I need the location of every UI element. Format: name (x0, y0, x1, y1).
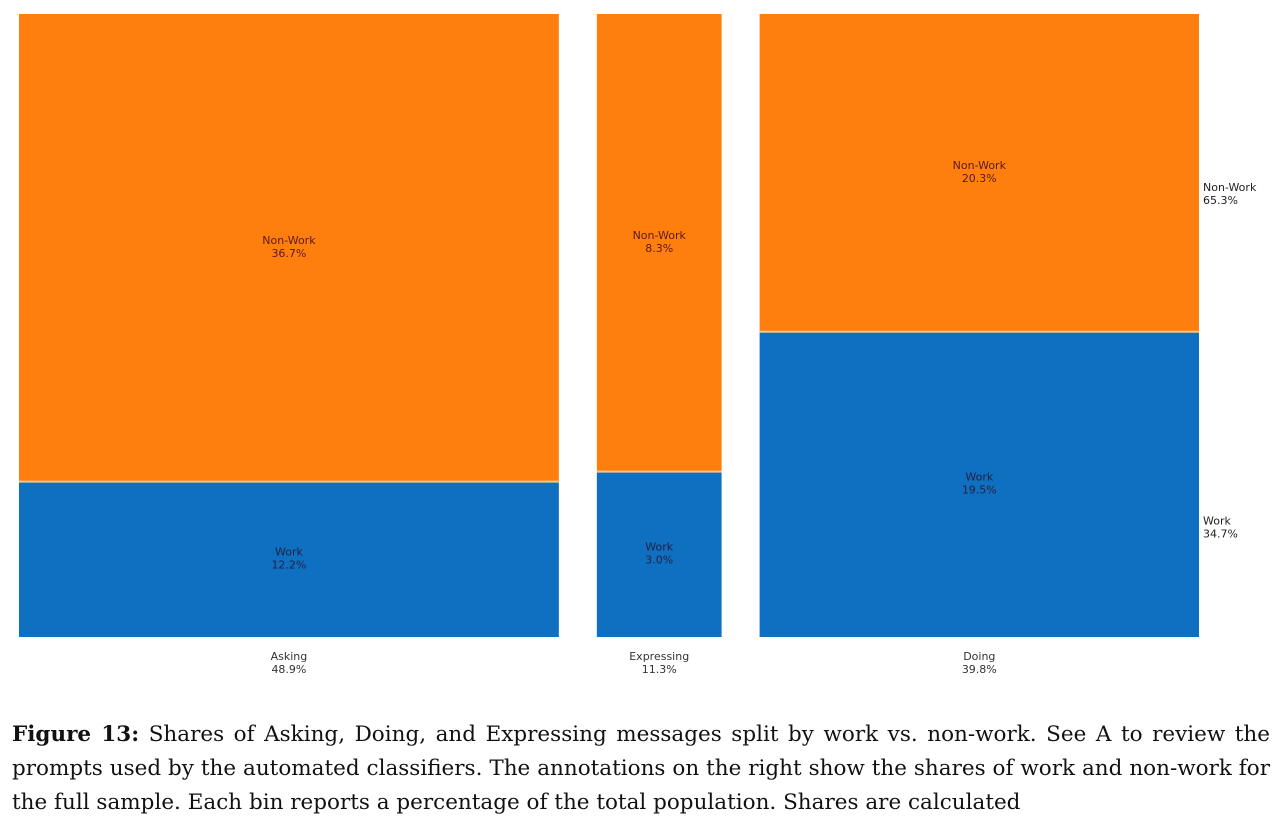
label-work-asking: Work 12.2% (271, 545, 306, 571)
bar-nonwork-asking (19, 14, 559, 482)
caption-text: Shares of Asking, Doing, and Expressing … (12, 722, 1270, 815)
label-nonwork-doing: Non-Work 20.3% (953, 159, 1007, 185)
tick-label-doing: Doing 39.8% (962, 650, 997, 676)
figure-caption: Figure 13: Shares of Asking, Doing, and … (12, 718, 1270, 820)
bar-nonwork-expressing (596, 14, 722, 472)
bar-work-doing (759, 331, 1199, 637)
caption-label: Figure 13: (12, 722, 140, 747)
tick-label-asking: Asking 48.9% (271, 650, 308, 676)
bar-work-asking (19, 481, 559, 637)
mosaic-chart: Non-Work 36.7% Work 12.2% Non-Work 8.3% Work 3.… (19, 14, 1257, 676)
label-nonwork-expressing: Non-Work 8.3% (633, 229, 687, 255)
bar-work-expressing (596, 471, 722, 637)
tick-label-expressing: Expressing 11.3% (629, 650, 689, 676)
total-label-work: Work 34.7% (1203, 514, 1238, 540)
label-nonwork-asking: Non-Work 36.7% (262, 234, 316, 260)
total-label-non-work: Non-Work 65.3% (1203, 181, 1257, 207)
label-work-expressing: Work 3.0% (645, 540, 674, 566)
bar-nonwork-doing (759, 14, 1199, 332)
label-work-doing: Work 19.5% (962, 470, 997, 496)
